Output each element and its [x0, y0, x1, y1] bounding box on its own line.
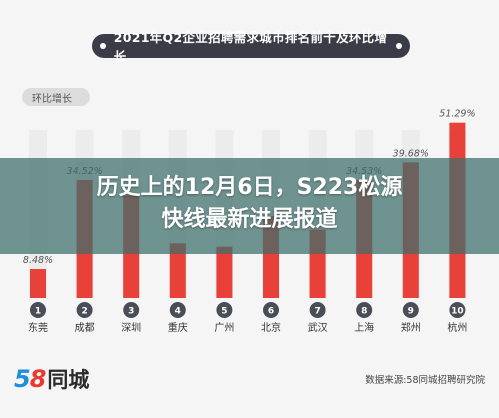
headline-banner [0, 158, 499, 254]
rank-circle-5 [216, 302, 233, 318]
category-labels-group: 东莞 成都 深圳 重庆 广州 北京 武汉 上海 郑州 杭州 [28, 321, 467, 334]
rank-number-7: 7 [314, 307, 320, 317]
value-label-1: 8.48% [23, 255, 53, 266]
title-dot-right [396, 43, 402, 49]
rank-number-8: 8 [361, 307, 367, 317]
category-label-5: 广州 [214, 322, 234, 334]
category-label-10: 杭州 [447, 321, 467, 334]
legend-tag: 环比增长 [22, 88, 90, 106]
rank-circle-1 [30, 302, 46, 318]
rank-circle-8 [356, 302, 373, 318]
category-label-6: 北京 [261, 321, 281, 334]
data-source: 数据来源:58同城招聘研究院 [365, 375, 485, 386]
logo-number: 58 [14, 365, 46, 393]
headline-line-1: 历史上的12月6日，S223松源 [96, 175, 403, 200]
headline-line-2: 快线最新进展报道 [161, 207, 338, 232]
rank-number-10: 10 [451, 307, 464, 317]
brand-logo: 58 同城 [14, 364, 89, 394]
value-label-9: 39.68% [393, 148, 429, 159]
rank-circles-group: 1 2 3 4 5 6 7 8 9 10 [30, 302, 466, 318]
category-label-3: 深圳 [121, 322, 141, 334]
rank-number-6: 6 [268, 307, 274, 317]
category-label-2: 成都 [75, 322, 95, 334]
bar-4 [169, 243, 186, 298]
rank-number-1: 1 [35, 307, 41, 317]
bar-1 [30, 269, 46, 298]
chart-title-pill: 2021年Q2企业招聘需求城市排名前十及环比增长 [92, 30, 410, 64]
logo-text: 同城 [47, 368, 90, 392]
headline: 历史上的12月6日，S223松源 快线最新进展报道 [0, 172, 499, 236]
rank-number-5: 5 [221, 307, 227, 317]
category-label-9: 郑州 [401, 321, 421, 334]
rank-circle-9 [402, 302, 419, 318]
rank-number-4: 4 [175, 307, 181, 317]
category-label-4: 重庆 [168, 321, 188, 334]
category-label-1: 东莞 [28, 321, 48, 334]
bar-5 [216, 246, 233, 298]
rank-number-2: 2 [81, 307, 87, 317]
rank-circle-10 [449, 302, 466, 318]
category-label-7: 武汉 [308, 321, 328, 334]
title-dot-left [100, 43, 106, 49]
rank-number-3: 3 [128, 307, 134, 317]
value-label-10: 51.29% [439, 109, 475, 120]
legend-label: 环比增长 [32, 93, 72, 105]
rank-circle-2 [76, 302, 93, 318]
rank-circle-3 [123, 302, 140, 318]
rank-circle-6 [263, 302, 279, 318]
rank-circle-4 [169, 302, 186, 318]
category-label-8: 上海 [354, 321, 374, 334]
chart-title: 2021年Q2企业招聘需求城市排名前十及环比增长 [113, 30, 388, 64]
rank-number-9: 9 [408, 307, 414, 317]
rank-circle-7 [309, 302, 326, 318]
